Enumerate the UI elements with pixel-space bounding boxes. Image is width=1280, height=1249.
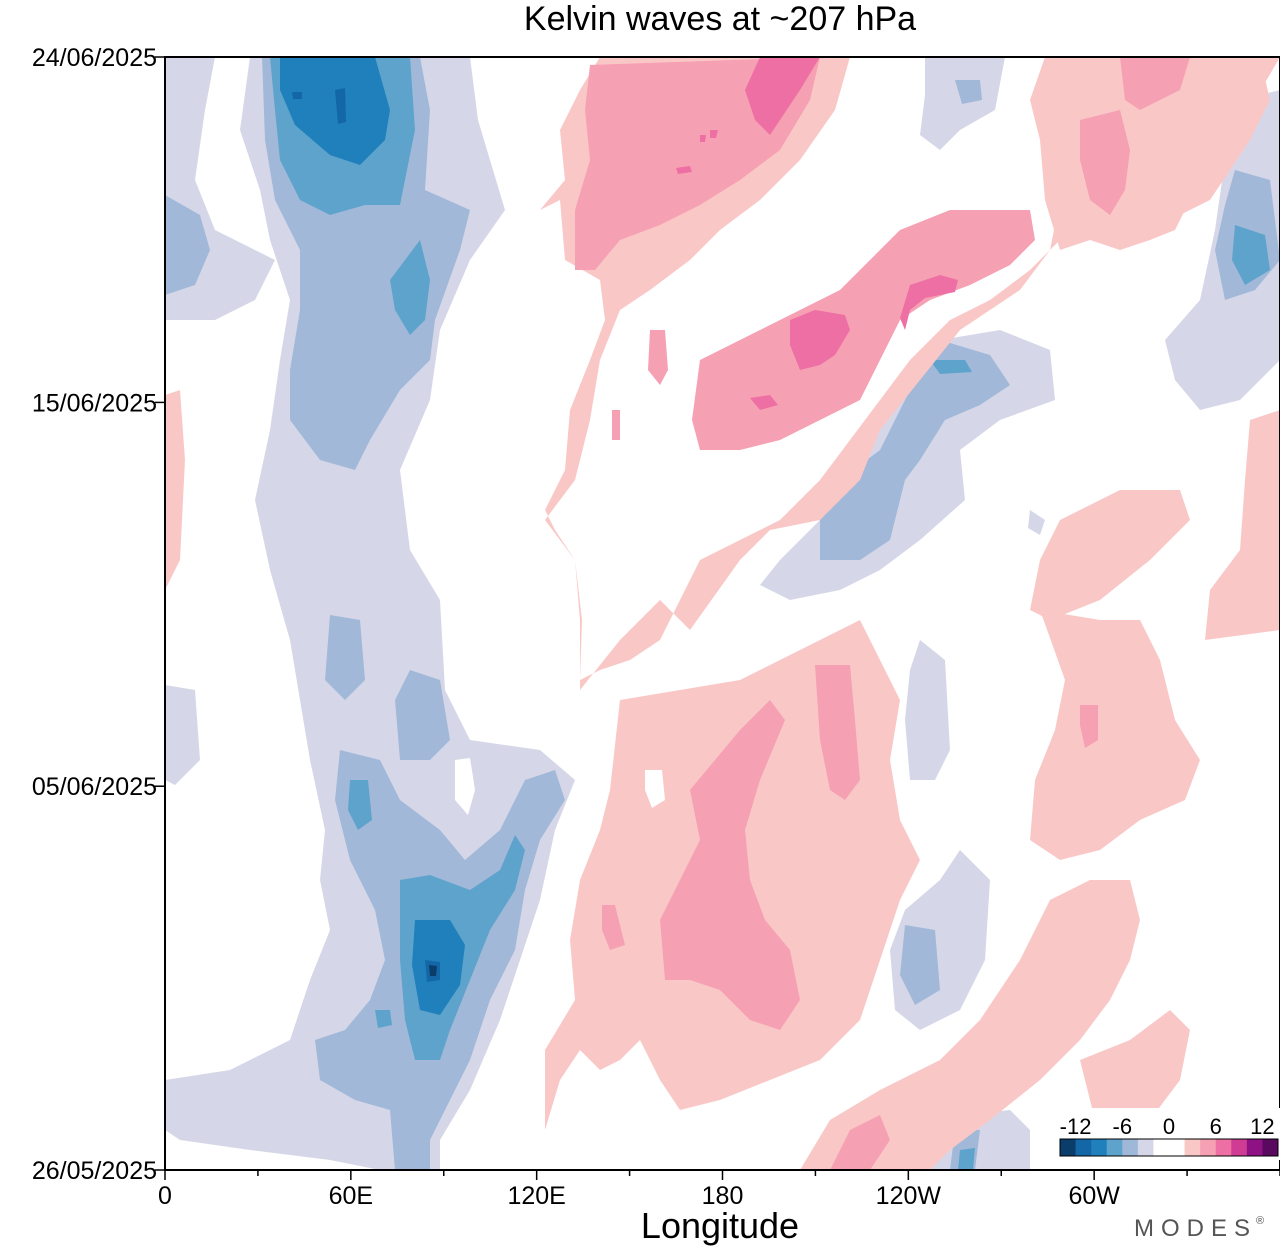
contour-pos-4 bbox=[1080, 110, 1130, 215]
y-tick-label: 26/05/2025 bbox=[32, 1157, 157, 1185]
colorbar-legend: -12 -6 0 6 12 bbox=[1056, 1108, 1280, 1160]
contour-pos-4 bbox=[1080, 705, 1098, 748]
contour-pos-2 bbox=[165, 390, 185, 590]
colorbar-swatch bbox=[1137, 1139, 1154, 1156]
contour-neg-12 bbox=[429, 965, 437, 976]
colorbar-swatch bbox=[1246, 1139, 1263, 1156]
contour-pos-6 bbox=[745, 57, 820, 135]
contour-neg-10 bbox=[292, 92, 302, 99]
contour-pos-4 bbox=[1120, 57, 1190, 110]
contour-neg-2 bbox=[165, 685, 200, 785]
contour-neg-4 bbox=[955, 80, 982, 104]
contour-neg-6 bbox=[1232, 225, 1270, 285]
colorbar-swatch bbox=[1184, 1139, 1201, 1156]
y-tick-label: 15/06/2025 bbox=[32, 389, 157, 417]
colorbar-swatch bbox=[1122, 1139, 1139, 1156]
contour-pos-6 bbox=[710, 130, 718, 138]
contour-neg-6 bbox=[348, 780, 372, 830]
registered-mark: ® bbox=[1256, 1215, 1264, 1227]
colorbar-swatch bbox=[1262, 1139, 1279, 1156]
x-tick-label: 60W bbox=[1068, 1182, 1120, 1210]
x-tick-label: 120W bbox=[876, 1182, 942, 1210]
contour-neg-6 bbox=[930, 360, 972, 374]
colorbar-swatch bbox=[1231, 1139, 1248, 1156]
contour-zero bbox=[600, 540, 650, 600]
contour-pos-2 bbox=[1030, 610, 1200, 860]
contour-pos-4 bbox=[830, 1115, 890, 1170]
contour-zero bbox=[455, 758, 475, 815]
colorbar-swatch bbox=[1215, 1139, 1232, 1156]
colorbar-tick-label: 6 bbox=[1210, 1114, 1222, 1139]
x-tick-label: 60E bbox=[329, 1182, 373, 1210]
contour-neg-2 bbox=[1028, 510, 1045, 535]
contour-pos-4 bbox=[612, 410, 620, 440]
contour-neg-4 bbox=[395, 670, 450, 760]
contour-neg-2 bbox=[905, 640, 950, 780]
contour-pos-4 bbox=[602, 905, 625, 950]
colorbar-swatch bbox=[1106, 1139, 1123, 1156]
contour-pos-4 bbox=[815, 665, 860, 800]
contour-pos-2 bbox=[1080, 1010, 1190, 1140]
y-tick-label: 24/06/2025 bbox=[32, 44, 157, 72]
contour-pos-6 bbox=[700, 135, 706, 142]
modes-logo: MODES bbox=[1134, 1215, 1257, 1242]
contour-neg-6 bbox=[958, 1148, 975, 1170]
contour-pos-4 bbox=[660, 700, 800, 1030]
contour-zero bbox=[645, 770, 665, 808]
contour-pos-2 bbox=[1205, 410, 1280, 640]
contour-neg-4 bbox=[325, 615, 365, 700]
colorbar-swatch bbox=[1060, 1139, 1077, 1156]
contour-pos-6 bbox=[790, 310, 850, 370]
contour-pos-2 bbox=[1030, 490, 1190, 620]
colorbar-tick-label: 12 bbox=[1250, 1114, 1274, 1139]
contour-neg-6 bbox=[390, 240, 430, 335]
chart-title: Kelvin waves at ~207 hPa bbox=[524, 0, 916, 38]
x-axis-label: Longitude bbox=[641, 1205, 799, 1246]
contour-neg-10 bbox=[335, 88, 346, 124]
colorbar-tick-label: 0 bbox=[1163, 1114, 1175, 1139]
contour-pos-6 bbox=[750, 395, 778, 410]
contour-pos-6 bbox=[900, 275, 958, 330]
colorbar-swatch bbox=[1153, 1139, 1170, 1156]
plot-area bbox=[165, 57, 1280, 1170]
colorbar-frame bbox=[1059, 1138, 1279, 1157]
contour-pos-6 bbox=[676, 166, 692, 174]
x-tick-label: 0 bbox=[158, 1182, 172, 1210]
contour-neg-6 bbox=[375, 1010, 392, 1028]
y-tick-label: 05/06/2025 bbox=[32, 773, 157, 801]
x-tick-label: 120E bbox=[507, 1182, 565, 1210]
contour-neg-4 bbox=[820, 340, 1010, 560]
contour-pos-4 bbox=[692, 210, 1035, 450]
colorbar-swatch bbox=[1200, 1139, 1217, 1156]
x-axis: 0 60E 120E 180 120W 60W bbox=[158, 1170, 1280, 1210]
colorbar-swatch bbox=[1075, 1139, 1092, 1156]
colorbar-swatch bbox=[1169, 1139, 1186, 1156]
colorbar-tick-label: -6 bbox=[1113, 1114, 1133, 1139]
x-tick-label: 180 bbox=[702, 1182, 744, 1210]
contour-neg-4 bbox=[900, 925, 940, 1005]
contour-pos-2 bbox=[800, 880, 1140, 1170]
contour-neg-8 bbox=[280, 57, 390, 165]
colorbar-swatch bbox=[1091, 1139, 1108, 1156]
y-axis: 26/05/2025 05/06/2025 15/06/2025 24/06/2025 bbox=[32, 44, 165, 1185]
contour-neg-4 bbox=[165, 195, 210, 295]
colorbar-tick-label: -12 bbox=[1060, 1114, 1092, 1139]
contour-pos-4 bbox=[648, 330, 668, 385]
